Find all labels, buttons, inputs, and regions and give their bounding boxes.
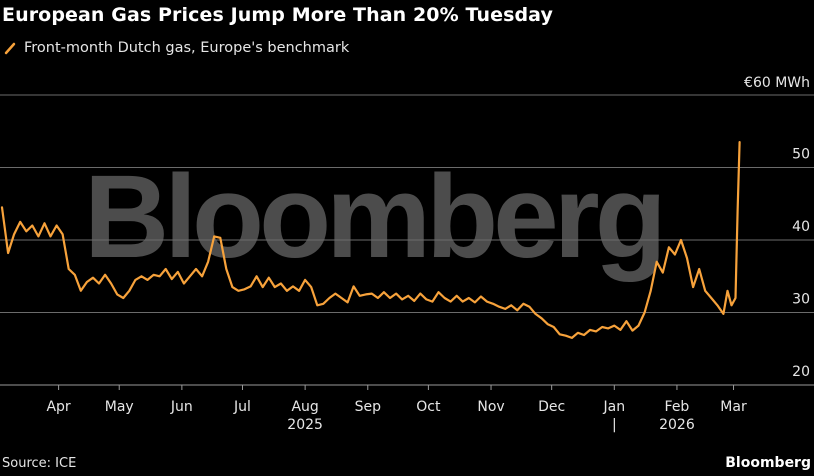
x-tick-label-aug: Aug bbox=[291, 399, 318, 415]
x-tick-label-sep: Sep bbox=[355, 399, 382, 415]
legend-line-icon bbox=[4, 42, 16, 55]
x-tick-label-oct: Oct bbox=[416, 399, 441, 415]
watermark-logo: Bloomberg bbox=[84, 151, 667, 283]
x-tick-label-jan: Jan bbox=[603, 399, 626, 415]
legend-label: Front-month Dutch gas, Europe's benchmar… bbox=[24, 40, 350, 56]
x-tick-label-mar: Mar bbox=[720, 399, 747, 415]
chart-title: European Gas Prices Jump More Than 20% T… bbox=[2, 4, 553, 26]
x-tick-label-jun: Jun bbox=[170, 399, 193, 415]
y-tick-label-50: 50 bbox=[792, 147, 810, 163]
source-note: Source: ICE bbox=[2, 456, 77, 471]
x-tick-label-dec: Dec bbox=[538, 399, 565, 415]
y-tick-label-60: €60 MWh bbox=[744, 75, 810, 91]
grid-lines bbox=[0, 94, 814, 386]
series-line-dutch-gas bbox=[0, 141, 741, 339]
x-axis-tick-labels: Apr May Jun Jul Aug Sep Oct Nov Dec Jan Feb Mar 2025… bbox=[46, 385, 747, 433]
year-label-2026: 2026 bbox=[659, 417, 695, 433]
year-label-2025: 2025 bbox=[287, 417, 323, 433]
y-tick-label-40: 40 bbox=[792, 219, 810, 235]
x-tick-label-nov: Nov bbox=[477, 399, 504, 415]
x-tick-label-jul: Jul bbox=[233, 399, 251, 415]
x-tick-label-apr: Apr bbox=[46, 399, 70, 415]
y-tick-label-20: 20 bbox=[792, 364, 810, 380]
y-tick-label-30: 30 bbox=[792, 292, 810, 308]
x-tick-label-feb: Feb bbox=[665, 399, 690, 415]
x-tick-label-may: May bbox=[105, 399, 134, 415]
brand-logo: Bloomberg bbox=[725, 455, 811, 471]
legend: Front-month Dutch gas, Europe's benchmar… bbox=[4, 40, 349, 56]
year-separator: | bbox=[612, 417, 617, 433]
y-axis-tick-labels: 20 30 40 50 €60 MWh bbox=[744, 75, 810, 380]
